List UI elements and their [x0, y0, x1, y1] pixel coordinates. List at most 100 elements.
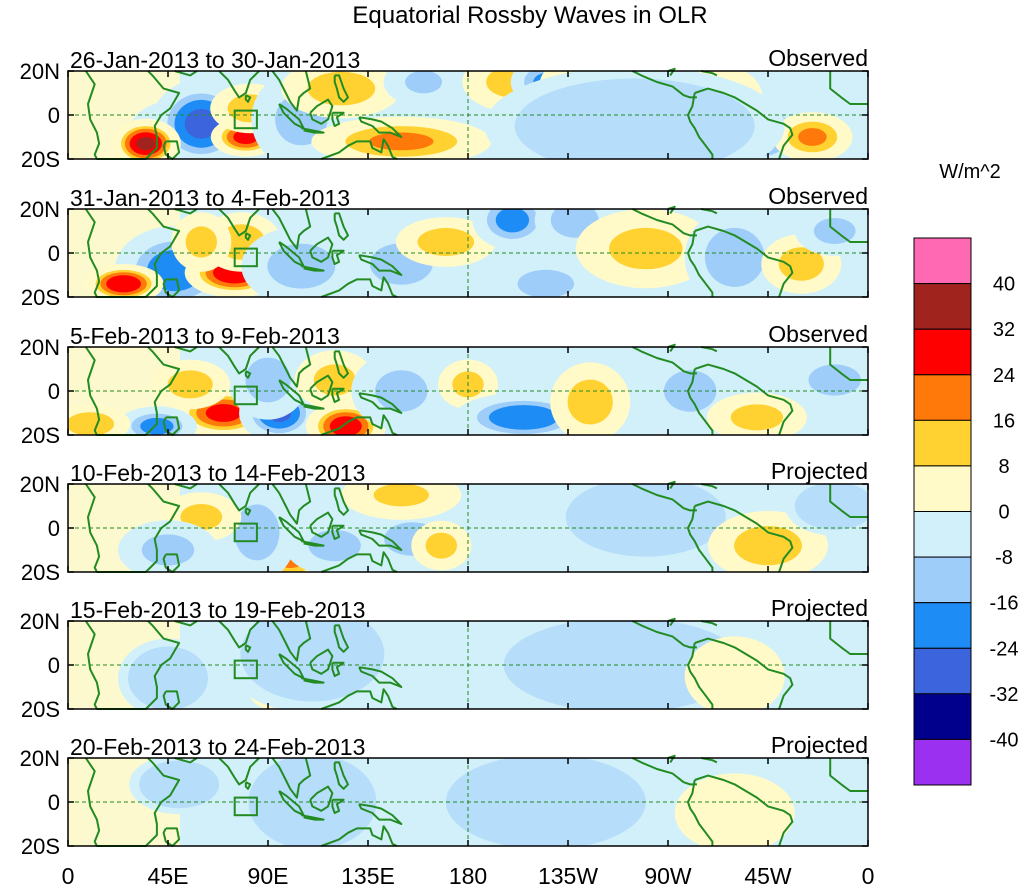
panel-status: Observed	[768, 45, 868, 71]
coastline	[244, 370, 252, 379]
coastline	[631, 208, 697, 237]
anomaly-contour	[68, 412, 115, 435]
coastline	[358, 666, 403, 688]
coastline	[271, 620, 312, 662]
y-tick-label: 20N	[20, 197, 60, 222]
coastline	[174, 208, 198, 215]
colorbar-tick-label: 32	[993, 319, 1015, 341]
anomaly-contour	[313, 364, 356, 396]
coastline	[358, 392, 403, 414]
x-tick-label: 135E	[341, 863, 395, 889]
coastline	[687, 505, 714, 572]
coastline	[829, 632, 868, 655]
anomaly-contour	[369, 132, 434, 151]
colorbar-swatch	[913, 602, 972, 649]
coastline	[84, 757, 181, 847]
x-tick-label: 45W	[744, 863, 792, 889]
anomaly-contour	[495, 209, 530, 233]
coastline	[218, 70, 260, 99]
colorbar-swatch	[913, 237, 972, 285]
anomaly-contour	[405, 71, 443, 94]
x-tick-label: 135W	[538, 863, 598, 889]
coastline	[829, 495, 868, 518]
y-tick-label: 20S	[21, 423, 60, 448]
coastline	[631, 346, 697, 375]
colorbar-swatch	[913, 465, 972, 512]
coastline	[301, 403, 325, 410]
coastline	[244, 644, 252, 653]
x-axis-labels: 0 45E 90E 135E 180 135W 90W 45W 0	[62, 863, 875, 889]
anomaly-contour	[488, 405, 559, 430]
anomaly-contour	[139, 760, 220, 809]
anomaly-contour	[686, 781, 783, 845]
colorbar-tick-label: 24	[993, 365, 1015, 387]
colorbar-tick-label: -16	[990, 593, 1019, 615]
anomaly-contour	[704, 227, 765, 287]
y-tick-label: 20S	[21, 697, 60, 722]
coastline	[829, 769, 868, 792]
x-tick-label: 45E	[148, 863, 189, 889]
coastline	[309, 511, 334, 538]
x-tick-label: 90W	[644, 863, 692, 889]
index-region-box	[233, 385, 258, 406]
panel-date-range: 26-Jan-2013 to 30-Jan-2013	[70, 47, 360, 73]
anomaly-contour	[248, 758, 377, 846]
coastline	[271, 483, 312, 525]
anomaly-contour	[517, 269, 575, 297]
coastline	[631, 483, 697, 512]
coastline	[331, 661, 345, 677]
panel-status: Projected	[771, 732, 868, 758]
coastline	[309, 785, 334, 812]
panel-status: Projected	[771, 595, 868, 621]
colorbar-swatch	[913, 374, 972, 421]
coastline	[829, 220, 868, 243]
y-tick-label: 20N	[20, 59, 60, 84]
panel-status: Observed	[768, 183, 868, 209]
coastline	[631, 620, 697, 649]
colorbar-swatch	[913, 738, 972, 786]
anomaly-contour	[730, 404, 784, 431]
coastline	[333, 761, 349, 790]
coastline	[271, 346, 312, 388]
colorbar-swatch	[913, 511, 972, 558]
anomaly-contour	[180, 504, 223, 530]
x-tick-label: 0	[862, 863, 875, 889]
coastline	[84, 70, 181, 160]
coastline	[331, 111, 345, 127]
panel-date-range: 10-Feb-2013 to 14-Feb-2013	[70, 460, 365, 486]
y-tick-label: 20N	[20, 472, 60, 497]
map-panel: 20N 0 20S 15-Feb-2013 to 19-Feb-2013 Project…	[20, 595, 869, 722]
anomaly-contour	[417, 228, 475, 256]
colorbar-swatch	[913, 283, 972, 330]
anomaly-contour	[778, 247, 824, 281]
coastline	[301, 540, 325, 547]
y-tick-label: 20S	[21, 147, 60, 172]
coastline	[333, 212, 349, 241]
colorbar: -40 -32 -24 -16 -8 0 8 16 24 32 40	[913, 237, 1019, 786]
coastline	[309, 648, 334, 675]
coastline	[331, 798, 345, 814]
colorbar-swatch	[913, 328, 972, 376]
coastline	[84, 483, 181, 573]
coastline	[358, 116, 403, 138]
anomaly-contour	[798, 128, 827, 146]
anomaly-contour	[308, 530, 361, 562]
y-tick-label: 0	[48, 379, 60, 404]
panel-date-range: 20-Feb-2013 to 24-Feb-2013	[70, 734, 365, 760]
coastline	[331, 524, 345, 540]
colorbar-tick-label: -32	[990, 684, 1019, 706]
colorbar-swatch	[913, 693, 972, 740]
coastline	[301, 127, 325, 134]
index-region-box	[233, 109, 258, 130]
colorbar-swatch	[913, 419, 972, 467]
y-tick-label: 20S	[21, 560, 60, 585]
anomaly-contour	[185, 226, 217, 258]
anomaly-contour	[128, 646, 208, 709]
anomaly-contour	[734, 526, 802, 566]
coastline	[358, 803, 403, 825]
coastline	[631, 757, 697, 786]
coastline	[271, 757, 312, 799]
coastline	[631, 70, 697, 99]
anomaly-contour	[425, 532, 457, 559]
anomaly-contour	[136, 137, 156, 151]
